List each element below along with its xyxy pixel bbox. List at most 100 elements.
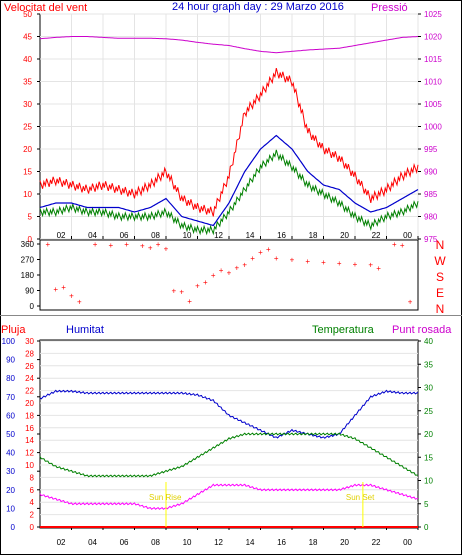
direction-point: + [179, 287, 184, 296]
climate-time-tick-label: 06 [120, 538, 129, 547]
climate-time-tick-label: 16 [277, 538, 286, 547]
rain-tick-label: 20 [25, 399, 34, 408]
dew-point-line [39, 483, 419, 510]
climate-time-tick-label: 08 [151, 538, 160, 547]
direction-point: + [337, 259, 342, 268]
climate-time-tick-label: 00 [403, 538, 412, 547]
direction-tick-label: 360 [21, 240, 35, 249]
temperature-tick-label: 35 [424, 360, 433, 369]
temperature-tick-label: 15 [424, 453, 433, 462]
wind-time-tick-label: 04 [88, 231, 97, 240]
wind-time-tick-label: 06 [120, 231, 129, 240]
rain-tick-label: 8 [30, 473, 35, 482]
temperature-tick-label: 20 [424, 430, 433, 439]
direction-point: + [258, 248, 263, 257]
direction-label: N [436, 238, 445, 252]
direction-point: + [219, 266, 224, 275]
temperature-tick-label: 30 [424, 384, 433, 393]
wind-tick-label: 5 [28, 213, 33, 222]
direction-point: + [242, 261, 247, 270]
rain-tick-label: 0 [30, 523, 35, 532]
temperature-line [39, 432, 418, 478]
pressure-tick-label: 1015 [424, 55, 442, 64]
wind-tick-label: 35 [23, 78, 32, 87]
temperature-tick-label: 0 [424, 523, 429, 532]
direction-tick-label: 180 [21, 271, 35, 280]
rain-tick-label: 18 [25, 411, 34, 420]
direction-point: + [109, 241, 114, 250]
humidity-tick-label: 0 [11, 523, 16, 532]
wind-gust-line [39, 67, 419, 217]
humidity-line [39, 389, 419, 439]
temperature-tick-label: 10 [424, 477, 433, 486]
direction-tick-label: 270 [21, 256, 35, 265]
direction-point: + [164, 244, 169, 253]
pressure-tick-label: 980 [424, 213, 438, 222]
humidity-tick-label: 30 [6, 467, 15, 476]
humidity-tick-label: 70 [6, 393, 15, 402]
pressure-tick-label: 985 [424, 190, 438, 199]
temperature-tick-label: 40 [424, 337, 433, 346]
axis-ticks: 0510152025303540455097598098599099510001… [2, 10, 443, 547]
wind-time-tick-label: 20 [340, 231, 349, 240]
direction-point: + [235, 263, 240, 272]
direction-label: W [434, 254, 446, 268]
wind-time-tick-label: 16 [277, 231, 286, 240]
wind-tick-label: 30 [23, 100, 32, 109]
direction-point: + [156, 240, 161, 249]
direction-point: + [353, 260, 358, 269]
direction-point: + [266, 245, 271, 254]
direction-point: + [172, 287, 177, 296]
pressure-tick-label: 1005 [424, 100, 442, 109]
pressure-tick-label: 990 [424, 168, 438, 177]
wind-tick-label: 50 [23, 10, 32, 19]
direction-point: + [203, 278, 208, 287]
climate-time-tick-label: 20 [340, 538, 349, 547]
pressure-tick-label: 1000 [424, 123, 442, 132]
direction-point: + [93, 240, 98, 249]
climate-time-tick-label: 10 [183, 538, 192, 547]
wind-title: Velocitat del vent [4, 2, 87, 14]
climate-time-tick-label: 14 [246, 538, 255, 547]
wind-tick-label: 10 [23, 190, 32, 199]
pressure-tick-label: 1020 [424, 33, 442, 42]
direction-point: + [376, 264, 381, 273]
direction-point: + [368, 261, 373, 270]
direction-point: + [77, 298, 82, 307]
climate-time-tick-label: 12 [214, 538, 223, 547]
climate-time-tick-label: 02 [57, 538, 66, 547]
rain-tick-label: 28 [25, 349, 34, 358]
wind-time-tick-label: 12 [214, 231, 223, 240]
direction-tick-label: 90 [25, 287, 34, 296]
rain-tick-label: 2 [30, 511, 35, 520]
rain-title: Pluja [1, 324, 26, 336]
temperature-tick-label: 25 [424, 407, 433, 416]
wind-tick-label: 0 [28, 235, 33, 244]
pressure-tick-label: 1010 [424, 78, 442, 87]
direction-point: + [46, 240, 51, 249]
rain-tick-label: 10 [25, 461, 34, 470]
direction-point: + [148, 243, 153, 252]
wind-average-line [39, 134, 419, 227]
direction-point: + [400, 241, 405, 250]
direction-point: + [124, 240, 129, 249]
direction-point: + [140, 242, 145, 251]
dew-point-title: Punt rosada [392, 324, 452, 336]
data-series: ++ ++++ + + + + + ++ +++ +++ ++ +++ ++ + + + + + + ++ ++ [39, 36, 419, 528]
direction-label: N [436, 302, 445, 316]
climate-time-tick-label: 18 [309, 538, 318, 547]
humidity-tick-label: 40 [6, 449, 15, 458]
rain-tick-label: 16 [25, 424, 34, 433]
sunrise-label: Sun Rise [149, 493, 182, 502]
rain-tick-label: 12 [25, 449, 34, 458]
humidity-tick-label: 60 [6, 411, 15, 420]
direction-point: + [274, 254, 279, 263]
humidity-title: Humitat [66, 324, 104, 336]
pressure-title: Pressió [371, 2, 408, 14]
wind-tick-label: 20 [23, 145, 32, 154]
direction-point: + [227, 268, 232, 277]
humidity-tick-label: 20 [6, 486, 15, 495]
wind-time-tick-label: 02 [57, 231, 66, 240]
